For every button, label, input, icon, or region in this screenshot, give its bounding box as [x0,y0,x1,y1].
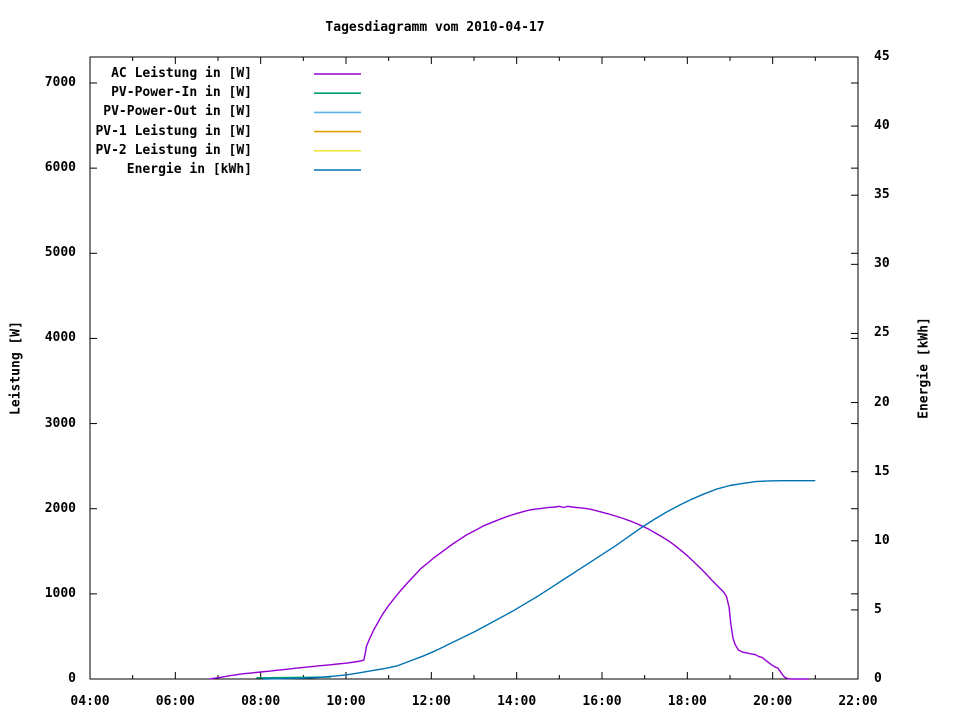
x-tick-label: 06:00 [155,694,195,709]
left-y-tick-label: 5000 [44,245,76,261]
legend-label: PV-1 Leistung in [W] [95,123,252,139]
x-tick-label: 18:00 [667,694,707,709]
series-ac-leistung-in-w [209,505,809,680]
legend-label: Energie in [kWh] [126,162,252,177]
legend-label: PV-Power-In in [W] [111,85,252,101]
right-y-tick-label: 25 [874,325,890,341]
x-tick-label: 22:00 [838,694,878,709]
chart-title: Tagesdiagramm vom 2010-04-17 [325,20,545,35]
right-y-tick-label: 10 [874,532,890,548]
x-tick-label: 08:00 [241,694,281,709]
x-tick-label: 20:00 [753,694,793,709]
legend-label: PV-2 Leistung in [W] [95,142,252,158]
x-tick-label: 04:00 [70,694,110,709]
left-y-tick-label: 2000 [44,500,76,516]
left-y-tick-label: 4000 [44,330,76,346]
x-tick-label: 12:00 [411,694,451,709]
legend-label: PV-Power-Out in [W] [103,104,252,120]
left-y-tick-label: 0 [68,671,76,686]
x-tick-label: 10:00 [326,694,366,709]
legend-label: AC Leistung in [W] [111,66,252,81]
right-y-tick-label: 0 [874,671,882,686]
left-y-tick-label: 7000 [44,75,76,90]
right-y-tick-label: 30 [874,256,890,272]
right-y-tick-label: 20 [874,394,890,410]
right-y-tick-label: 5 [874,601,882,617]
left-y-tick-label: 1000 [44,585,76,601]
series-energie-in-kwh [262,480,816,680]
right-y-tick-label: 45 [874,49,890,64]
x-tick-label: 14:00 [497,694,537,709]
right-y-tick-label: 35 [874,187,890,203]
left-y-tick-label: 3000 [44,415,76,431]
right-y-tick-label: 40 [874,118,890,134]
left-y-tick-label: 6000 [44,160,76,176]
x-tick-label: 16:00 [582,694,622,709]
right-y-tick-label: 15 [874,463,890,479]
